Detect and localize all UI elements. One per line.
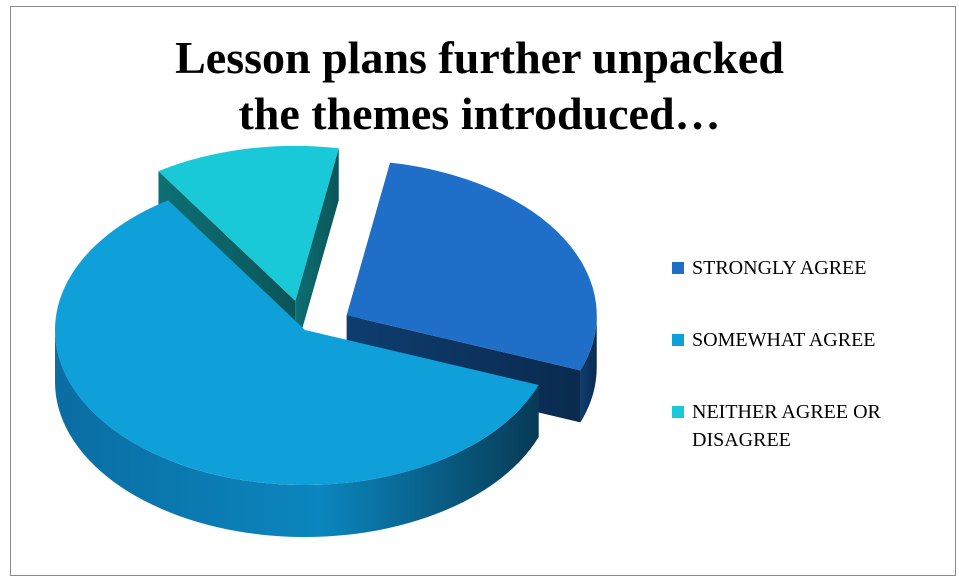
chart-title-line-2: the themes introduced… <box>238 88 721 139</box>
legend-swatch-strongly-agree <box>672 262 684 274</box>
legend: STRONGLY AGREE SOMEWHAT AGREE NEITHER AG… <box>672 254 957 454</box>
pie-slice-strongly-agree <box>346 162 597 371</box>
legend-label-strongly-agree: STRONGLY AGREE <box>692 257 867 279</box>
legend-item-neither-agree-or-disagree: NEITHER AGREE OR DISAGREE <box>672 398 957 454</box>
pie-slice-somewhat-agree <box>54 200 539 486</box>
chart-title: Lesson plans further unpacked the themes… <box>0 30 959 142</box>
pie-slice-side-somewhat-agree <box>55 330 539 537</box>
legend-swatch-neither-agree-or-disagree <box>672 406 684 418</box>
legend-item-somewhat-agree: SOMEWHAT AGREE <box>672 326 957 354</box>
chart-title-line-1: Lesson plans further unpacked <box>175 32 784 83</box>
legend-swatch-somewhat-agree <box>672 334 684 346</box>
pie-slice-neither-agree-or-disagree <box>158 145 339 301</box>
pie-slices <box>54 145 597 537</box>
legend-label-neither-agree-or-disagree: NEITHER AGREE OR DISAGREE <box>692 401 881 451</box>
legend-label-somewhat-agree: SOMEWHAT AGREE <box>692 329 876 351</box>
legend-item-strongly-agree: STRONGLY AGREE <box>672 254 957 282</box>
